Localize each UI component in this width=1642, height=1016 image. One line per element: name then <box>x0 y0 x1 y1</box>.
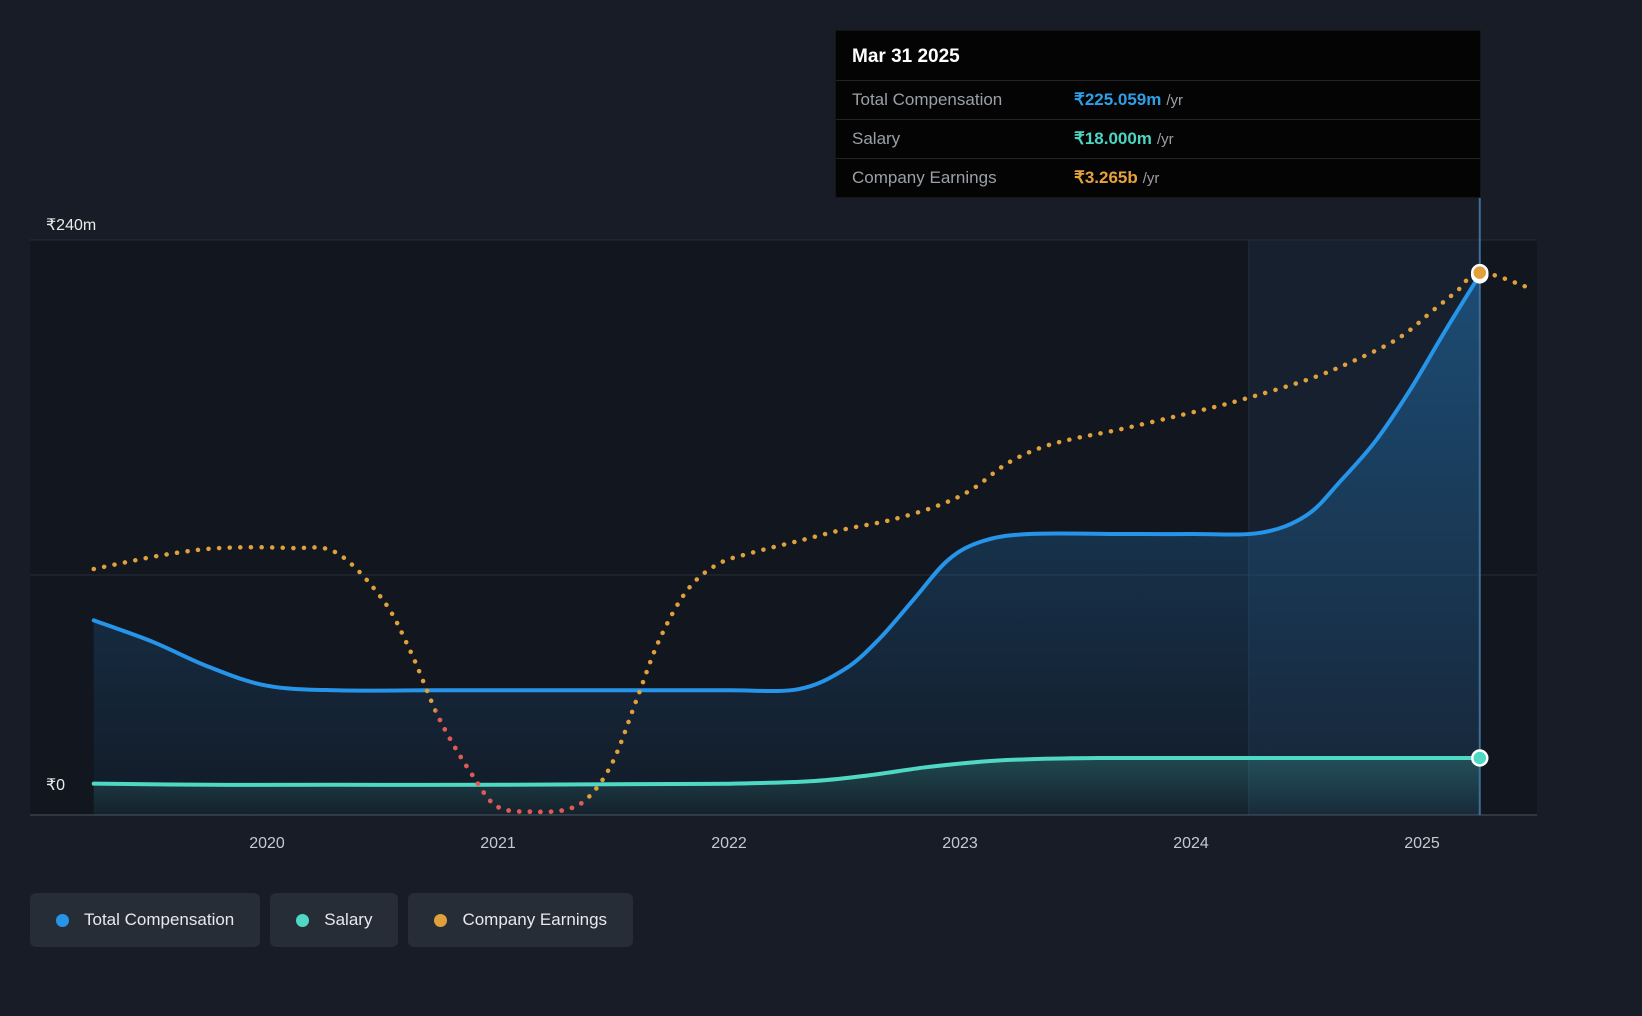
salary-area <box>93 757 1480 815</box>
tooltip-row-value: ₹3.265b/yr <box>1074 168 1160 187</box>
total-compensation-dot-icon <box>56 913 69 927</box>
x-axis-label-2020: 2020 <box>249 835 285 852</box>
salary-dot-icon <box>296 913 310 927</box>
legend-item-label: Company Earnings <box>462 910 608 929</box>
tooltip-row-label: Company Earnings <box>852 168 997 187</box>
tooltip-row-total-compensation: Total Compensation ₹225.059m/yr <box>836 80 1480 119</box>
legend-item-company-earnings[interactable]: Company Earnings <box>408 893 634 947</box>
legend-item-label: Salary <box>324 910 373 929</box>
tooltip-rows: Total Compensation ₹225.059m/yr Salary ₹18.… <box>836 80 1480 197</box>
tooltip-date: Mar 31 2025 <box>852 46 960 67</box>
x-axis-label-2025: 2025 <box>1404 835 1440 852</box>
x-axis-label-2023: 2023 <box>942 835 978 852</box>
company-earnings-dot-icon <box>434 913 448 927</box>
tooltip-row-value: ₹18.000m/yr <box>1074 129 1174 148</box>
total-compensation-area <box>93 274 1480 815</box>
salary-end-marker[interactable] <box>1471 749 1489 767</box>
salary-line <box>91 755 1482 787</box>
x-axis-label-2021: 2021 <box>480 835 516 852</box>
tooltip-row-value: ₹225.059m/yr <box>1074 90 1184 109</box>
company-earnings-line <box>91 270 1529 815</box>
legend-item-salary[interactable]: Salary <box>270 893 399 947</box>
tooltip-row-label: Salary <box>852 129 901 148</box>
tooltip-row-label: Total Compensation <box>852 90 1003 109</box>
legend-item-label: Total Compensation <box>84 910 235 929</box>
x-axis-label-2024: 2024 <box>1173 835 1209 852</box>
y-axis-label: ₹0 <box>46 777 65 794</box>
tooltip-row-salary: Salary ₹18.000m/yr <box>836 119 1480 158</box>
tooltip-row-unit: /yr <box>1142 170 1160 187</box>
company-earnings-end-marker[interactable] <box>1471 263 1489 282</box>
chart-legend: Total Compensation Salary Company Earnings <box>30 893 634 947</box>
total-compensation-line <box>91 272 1482 694</box>
chart-tooltip: Mar 31 2025 Total Compensation ₹225.059m /… <box>835 30 1481 198</box>
legend-item-total-compensation[interactable]: Total Compensation <box>30 893 261 947</box>
y-axis-label: ₹240m <box>46 217 96 234</box>
tooltip-row-company-earnings: Company Earnings ₹3.265b/yr <box>836 158 1480 197</box>
compensation-chart[interactable]: ₹240m ₹0 2020 2021 2022 2023 2024 2025 <box>0 0 1642 870</box>
x-axis-label-2022: 2022 <box>711 835 747 852</box>
tooltip-row-unit: /yr <box>1156 131 1174 148</box>
tooltip-row-unit: /yr <box>1166 92 1184 109</box>
